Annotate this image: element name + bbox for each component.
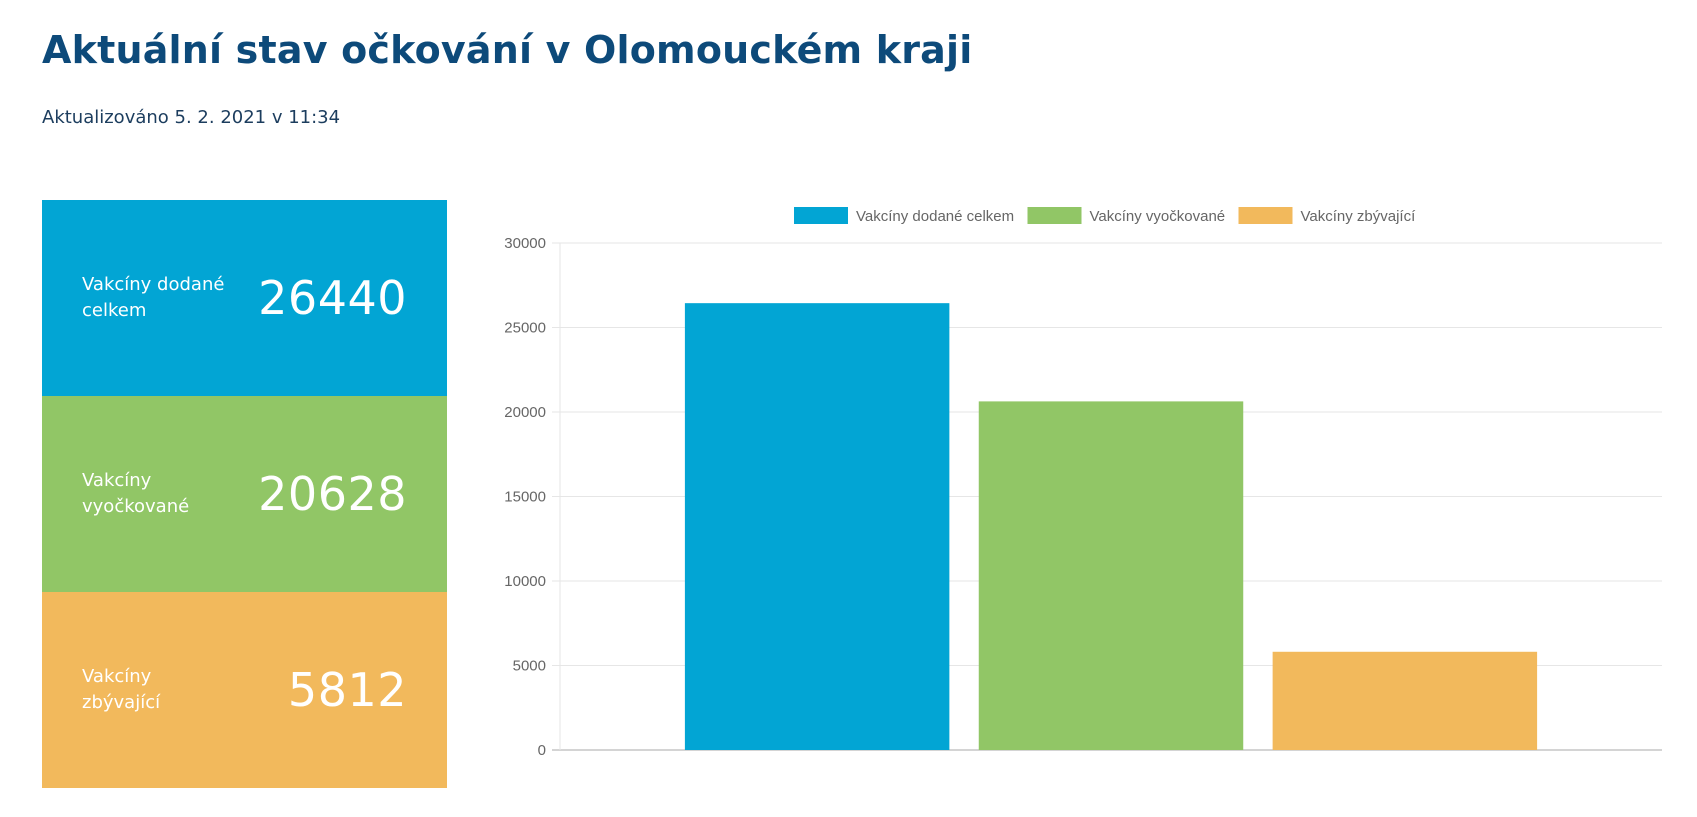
bar-1 [684,303,950,750]
y-tick-label: 5000 [513,658,546,675]
y-tick-label: 30000 [504,235,546,252]
legend-swatch [1238,207,1293,224]
y-tick-label: 10000 [504,573,546,590]
legend-swatch [1027,207,1082,224]
legend-label: Vakcíny zbývající [1301,208,1417,225]
stat-label: Vakcíny zbývající [82,666,161,713]
stat-delivered: Vakcíny dodané celkem 26440 [42,200,447,396]
legend-swatch [794,207,848,224]
legend-label: Vakcíny dodané celkem [856,208,1014,225]
stat-label: Vakcíny dodané celkem [82,274,225,321]
y-tick-label: 15000 [504,489,546,506]
stat-remaining: Vakcíny zbývající 5812 [42,592,447,788]
chart-svg: 0 5000 10000 15000 20000 25000 30000 Vakcíny do… [504,207,1662,759]
stat-value: 5812 [287,663,407,717]
bar-3 [1272,651,1538,750]
stat-label: Vakcíny vyočkované [82,470,190,517]
bar-2 [978,401,1244,750]
vaccination-bar-chart: 0 5000 10000 15000 20000 25000 30000 Vakcíny do… [470,195,1670,775]
stat-value: 26440 [258,271,407,325]
stat-value: 20628 [258,467,407,521]
updated-timestamp: Aktualizováno 5. 2. 2021 v 11:34 [42,107,341,128]
legend-label: Vakcíny vyočkované [1090,208,1226,225]
y-tick-label: 20000 [504,404,546,421]
stat-vaccinated: Vakcíny vyočkované 20628 [42,396,447,592]
y-tick-label: 25000 [504,320,546,337]
page-title: Aktuální stav očkování v Olomouckém kraj… [42,28,973,72]
y-tick-label: 0 [538,742,546,759]
stats-panel: Vakcíny dodané celkem 26440 Vakcíny vyoč… [42,200,447,788]
